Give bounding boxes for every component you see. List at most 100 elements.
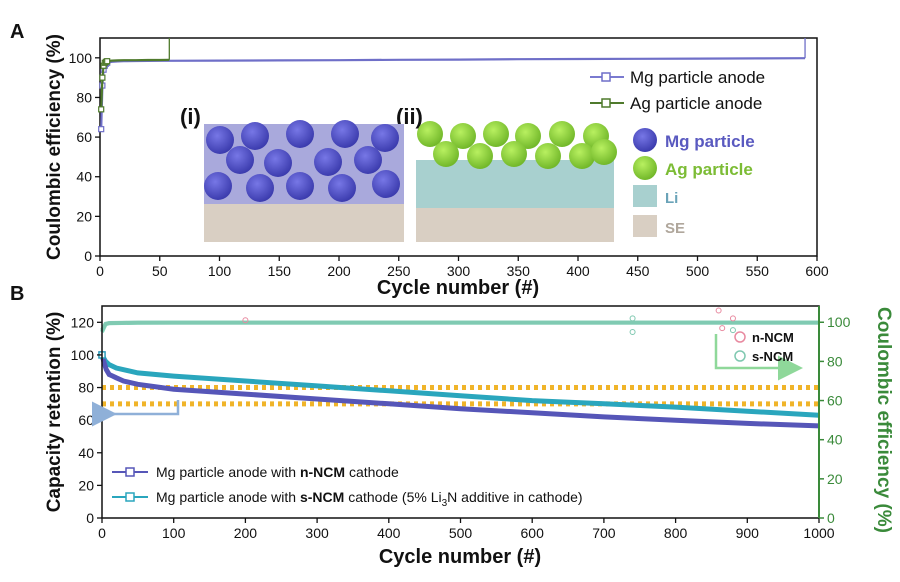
x-tick-label: 1000 xyxy=(803,525,834,541)
mg-particle xyxy=(246,174,274,202)
ag-particle xyxy=(515,123,541,149)
y2-tick-label: 0 xyxy=(827,510,835,526)
mg-particle xyxy=(328,174,356,202)
panel-b-plot-frame xyxy=(101,305,820,519)
data-point xyxy=(99,74,106,81)
legend-s-ncm-marker xyxy=(734,350,746,362)
y-tick-label: 0 xyxy=(84,248,92,264)
legend-s-ncm-label: s-NCM xyxy=(752,349,793,364)
left-axis-arrow xyxy=(92,400,180,427)
x-tick-label: 200 xyxy=(234,525,258,541)
y-tick-label: 80 xyxy=(78,380,94,396)
panel-b-chart: 0 100 200 300 400 500 600 700 800 900 100002040608… xyxy=(44,305,894,568)
y-tick-label: 60 xyxy=(76,129,92,145)
panel-b-y-axis-title: Capacity retention (%) xyxy=(44,312,65,513)
capacity-line-s-ncm xyxy=(99,353,820,418)
x-tick-label: 150 xyxy=(268,263,292,279)
ag-particle xyxy=(591,139,617,165)
ce-outlier-point xyxy=(242,317,249,324)
y2-tick-label: 40 xyxy=(827,432,843,448)
ce-outlier-point xyxy=(715,307,722,314)
y-tick-label: 80 xyxy=(76,89,92,105)
inset-legend-se-label: SE xyxy=(665,220,685,237)
y-tick-label: 40 xyxy=(76,169,92,185)
mg-particle xyxy=(371,124,399,152)
right-axis-arrow xyxy=(714,334,803,381)
panel-a-label: A xyxy=(10,21,24,43)
ag-particle xyxy=(450,123,476,149)
mg-particle xyxy=(372,170,400,198)
inset-ag-structure xyxy=(416,121,617,242)
data-point xyxy=(104,58,111,65)
x-tick-label: 100 xyxy=(208,263,232,279)
ag-particle xyxy=(569,143,595,169)
x-tick-label: 400 xyxy=(377,525,401,541)
mg-particle xyxy=(264,149,292,177)
y-tick-label: 20 xyxy=(76,208,92,224)
y-tick-label: 100 xyxy=(71,347,95,363)
panel-b-series xyxy=(98,307,820,429)
ag-particle xyxy=(433,141,459,167)
ce-line-s-ncm xyxy=(100,320,819,332)
ce-outlier-point xyxy=(629,329,636,336)
y2-tick-label: 100 xyxy=(827,314,851,330)
ag-particle xyxy=(535,143,561,169)
legend-n-ncm-cathode-label: Mg particle anode with n-NCM cathode xyxy=(156,464,399,480)
ce-outlier-point xyxy=(729,327,736,334)
inset-legend: Mg particle Ag particle Li SE xyxy=(633,128,755,237)
legend-ag-anode-label: Ag particle anode xyxy=(630,94,762,113)
inset-legend-se-swatch xyxy=(633,215,657,237)
panel-b-label: B xyxy=(10,283,24,305)
panel-a-inset: (i) (ii) Mg particle Ag particle xyxy=(180,104,755,242)
legend-n-ncm-marker xyxy=(734,331,746,343)
data-point xyxy=(98,126,105,133)
panel-a-y-axis-title: Coulombic efficiency (%) xyxy=(44,34,65,260)
legend-ag-anode-marker xyxy=(601,98,611,108)
x-tick-label: 900 xyxy=(736,525,760,541)
x-tick-label: 350 xyxy=(507,263,531,279)
x-tick-label: 600 xyxy=(805,263,829,279)
mg-particle xyxy=(206,126,234,154)
ce-outlier-point xyxy=(729,315,736,322)
x-tick-label: 100 xyxy=(162,525,186,541)
capacity-line-n-ncm xyxy=(99,354,820,429)
legend-mg-anode-label: Mg particle anode xyxy=(630,68,765,87)
x-tick-label: 300 xyxy=(447,263,471,279)
ag-particle xyxy=(417,121,443,147)
inset-legend-ag-label: Ag particle xyxy=(665,160,753,179)
y-tick-label: 0 xyxy=(86,510,94,526)
ag-particle xyxy=(467,143,493,169)
inset-i-se-layer xyxy=(204,200,404,242)
panel-a-legend: Mg particle anode Ag particle anode xyxy=(590,68,765,113)
inset-legend-mg-label: Mg particle xyxy=(665,132,755,151)
panel-a-x-axis-title: Cycle number (#) xyxy=(377,277,539,299)
mg-particle xyxy=(286,120,314,148)
x-tick-label: 800 xyxy=(664,525,688,541)
x-tick-label: 500 xyxy=(686,263,710,279)
x-tick-label: 550 xyxy=(746,263,770,279)
inset-ii-ag-particles xyxy=(417,121,617,169)
x-tick-label: 400 xyxy=(566,263,590,279)
y-tick-label: 120 xyxy=(71,314,95,330)
panel-b-capacity-legend: Mg particle anode with n-NCM cathode Mg … xyxy=(112,464,583,509)
x-tick-label: 50 xyxy=(152,263,168,279)
x-tick-label: 300 xyxy=(305,525,329,541)
legend-n-ncm-cathode-marker xyxy=(125,467,135,477)
x-tick-label: 450 xyxy=(626,263,650,279)
inset-mg-structure xyxy=(204,120,404,242)
x-tick-label: 0 xyxy=(96,263,104,279)
y-tick-label: 60 xyxy=(78,412,94,428)
x-tick-label: 600 xyxy=(521,525,545,541)
data-point xyxy=(98,106,105,113)
x-tick-label: 250 xyxy=(387,263,411,279)
y-tick-label: 20 xyxy=(78,477,94,493)
panel-b-y2-axis-title: Coulombic efficiency (%) xyxy=(873,307,894,533)
y-tick-label: 100 xyxy=(69,50,93,66)
mg-particle xyxy=(204,172,232,200)
legend-s-ncm-cathode-label: Mg particle anode with s-NCM cathode (5%… xyxy=(156,489,583,509)
panel-b-x-axis-title: Cycle number (#) xyxy=(379,546,541,568)
inset-ii-se-layer xyxy=(416,206,614,242)
mg-particle xyxy=(354,146,382,174)
x-tick-label: 500 xyxy=(449,525,473,541)
